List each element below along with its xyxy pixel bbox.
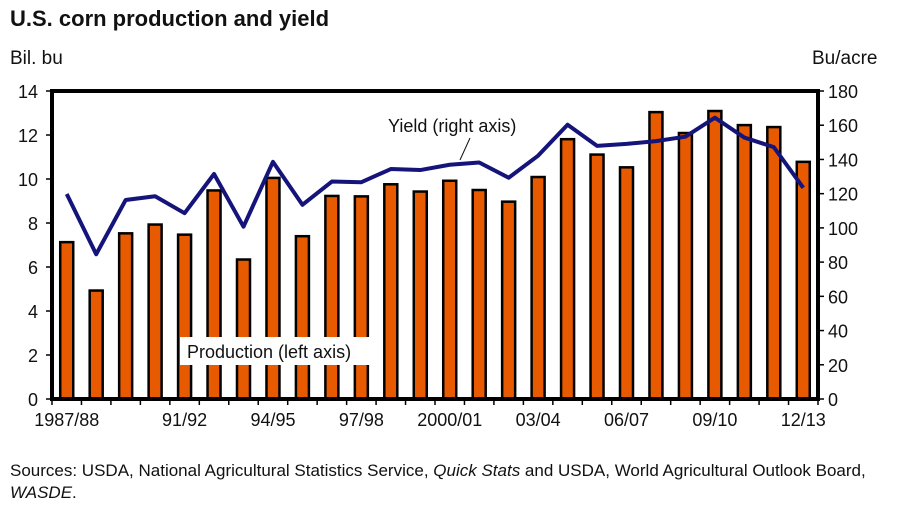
left-tick-label: 0	[28, 390, 38, 410]
production-bar	[736, 123, 753, 401]
right-tick-label: 120	[828, 185, 858, 205]
production-bar	[471, 188, 487, 401]
plot-area: Production (left axis) Yield (right axis)…	[18, 82, 858, 430]
production-bar	[235, 258, 252, 401]
yield-series-label: Yield (right axis)	[388, 116, 516, 136]
left-axis-label: Bil. bu	[10, 48, 63, 69]
production-bar	[353, 195, 370, 401]
production-bar	[176, 233, 193, 401]
right-tick-label: 140	[828, 150, 858, 170]
production-bar	[500, 200, 517, 401]
source-text: Sources: USDA, National Agricultural Sta…	[10, 461, 434, 480]
x-tick-label: 91/92	[162, 410, 207, 430]
left-tick-label: 4	[28, 302, 38, 322]
production-bar	[441, 179, 458, 401]
right-tick-label: 80	[828, 253, 848, 273]
production-bar	[677, 131, 694, 401]
source-text-2: and USDA, World Agricultural Outlook Boa…	[520, 461, 866, 480]
yield-line	[64, 115, 805, 257]
x-tick-label: 1987/88	[34, 410, 99, 430]
right-tick-label: 100	[828, 219, 858, 239]
production-bar	[589, 153, 605, 401]
right-tick-label: 40	[828, 322, 848, 342]
production-bar	[412, 190, 429, 401]
source-quickstats: Quick Stats	[433, 461, 521, 480]
left-tick-label: 6	[28, 258, 38, 278]
x-tick-label: 2000/01	[417, 410, 482, 430]
left-tick-label: 12	[18, 126, 38, 146]
production-bar	[530, 175, 546, 401]
production-bar	[324, 194, 340, 401]
plot-frame	[50, 89, 820, 401]
x-tick-label: 09/10	[692, 410, 737, 430]
production-series-label: Production (left axis)	[187, 342, 351, 362]
x-tick-label: 06/07	[604, 410, 649, 430]
left-tick-label: 8	[28, 214, 38, 234]
x-tick-label: 12/13	[781, 410, 826, 430]
yield-label-leader	[459, 137, 471, 161]
production-bar	[383, 183, 399, 401]
production-bar	[294, 234, 311, 401]
production-bar	[206, 189, 222, 401]
production-bar	[618, 166, 635, 401]
source-suffix: .	[72, 483, 77, 502]
right-tick-label: 0	[828, 390, 838, 410]
left-tick-label: 10	[18, 170, 38, 190]
right-tick-label: 160	[828, 116, 858, 136]
production-bar	[795, 160, 812, 401]
production-label-bg	[180, 337, 370, 365]
right-tick-label: 20	[828, 356, 848, 376]
source-wasde: WASDE	[10, 483, 73, 502]
production-bar	[766, 125, 782, 401]
production-bar	[147, 223, 163, 401]
production-bar	[58, 240, 75, 401]
production-bar	[559, 137, 576, 401]
chart-title: U.S. corn production and yield	[10, 6, 330, 31]
x-tick-label: 03/04	[516, 410, 561, 430]
source-note: Sources: USDA, National Agricultural Sta…	[10, 460, 870, 504]
production-bar	[88, 289, 104, 401]
production-bar	[707, 109, 723, 401]
right-axis-label: Bu/acre	[812, 48, 878, 69]
x-tick-label: 97/98	[339, 410, 384, 430]
left-tick-label: 14	[18, 82, 38, 102]
right-tick-label: 180	[828, 82, 858, 102]
production-bar	[117, 232, 134, 401]
x-tick-label: 94/95	[250, 410, 295, 430]
production-bar	[265, 176, 281, 401]
right-tick-label: 60	[828, 287, 848, 307]
production-bar	[648, 110, 664, 401]
left-tick-label: 2	[28, 346, 38, 366]
